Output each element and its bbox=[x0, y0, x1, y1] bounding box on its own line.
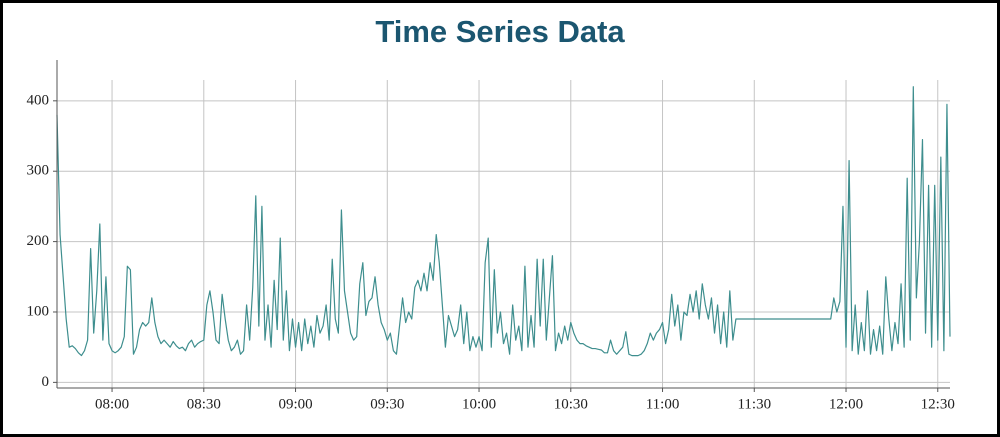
x-tick-label: 09:30 bbox=[370, 396, 404, 412]
y-tick-label: 0 bbox=[42, 374, 50, 390]
y-tick-label: 200 bbox=[27, 233, 50, 249]
x-tick-label: 11:30 bbox=[737, 396, 771, 412]
x-tick-label: 12:00 bbox=[829, 396, 863, 412]
x-tick-label: 11:00 bbox=[646, 396, 680, 412]
tick-labels: 0 100 200 300 400 08:00 08:30 09:00 09:30 10:00 10… bbox=[27, 92, 955, 412]
y-tick-label: 100 bbox=[27, 303, 50, 319]
x-tick-label: 12:30 bbox=[921, 396, 955, 412]
plot bbox=[56, 86, 951, 357]
data-line bbox=[56, 86, 951, 357]
x-tick-label: 10:30 bbox=[554, 396, 588, 412]
chart-title: Time Series Data bbox=[375, 14, 625, 49]
y-tick-label: 300 bbox=[27, 163, 50, 179]
y-tick-label: 400 bbox=[27, 92, 50, 108]
x-tick-label: 08:30 bbox=[187, 396, 221, 412]
x-tick-label: 08:00 bbox=[95, 396, 129, 412]
x-tick-label: 10:00 bbox=[462, 396, 496, 412]
x-tick-label: 09:00 bbox=[278, 396, 312, 412]
